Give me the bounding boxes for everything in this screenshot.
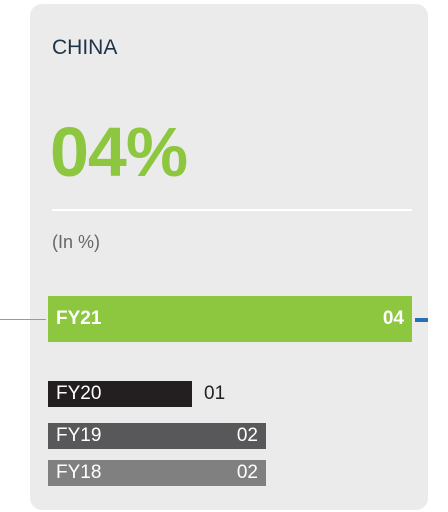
row-value: 02: [236, 462, 258, 483]
card-title: CHINA: [52, 36, 118, 59]
row-label: FY18: [56, 462, 102, 483]
connector-marker: [415, 318, 428, 322]
divider: [52, 209, 412, 211]
row-label: FY20: [56, 383, 102, 404]
row-bar: FY21 04: [48, 296, 412, 342]
connector-line: [0, 319, 46, 320]
row-bar: FY19 02: [48, 423, 266, 449]
headline-value: 04%: [50, 113, 188, 191]
unit-label: (In %): [52, 232, 101, 252]
row-label: FY19: [56, 425, 102, 446]
row-label: FY21: [56, 308, 102, 329]
row-bar: FY18 02: [48, 460, 266, 486]
row-bar: FY20: [48, 381, 192, 407]
row-value: 01: [204, 383, 226, 404]
row-value: 04: [382, 308, 404, 329]
row-value: 02: [236, 425, 258, 446]
